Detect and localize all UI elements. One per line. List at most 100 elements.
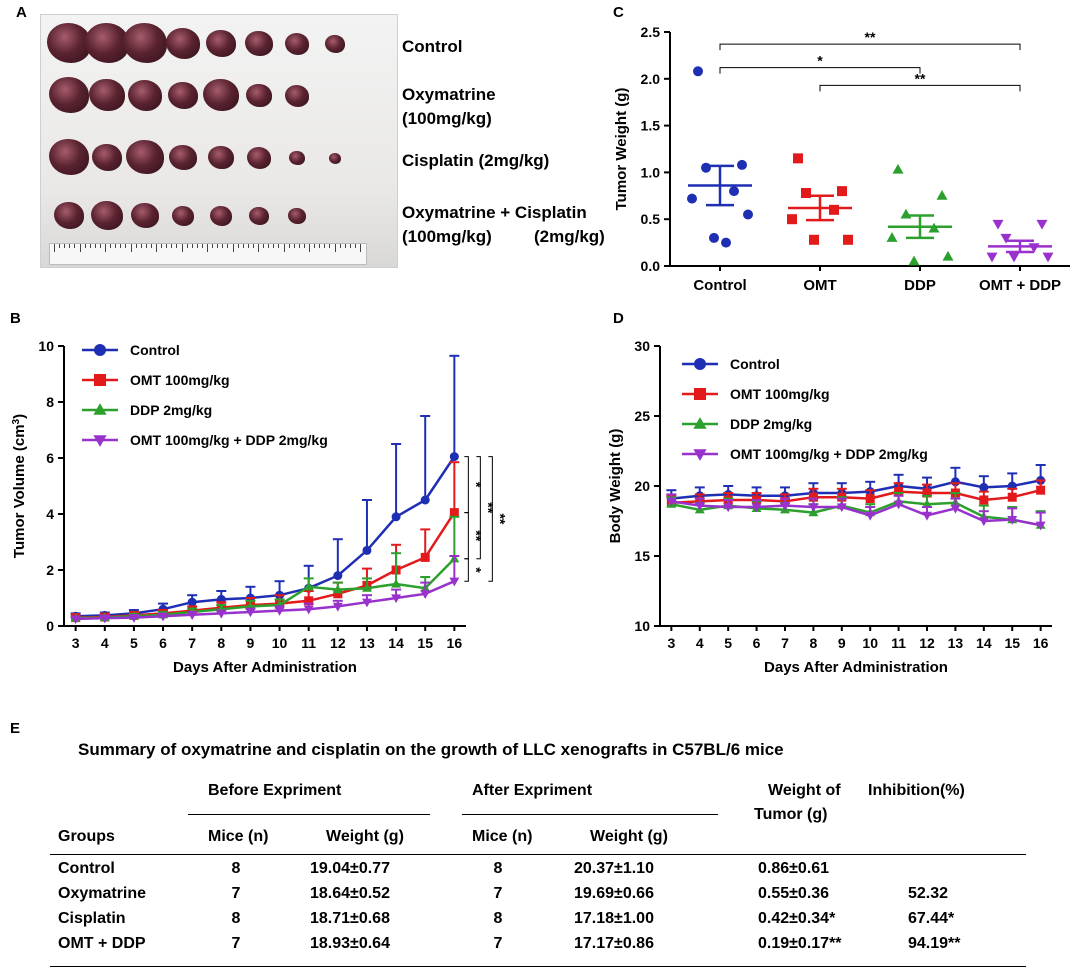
x-tick-label: 12: [330, 635, 346, 651]
ruler-tick: [339, 244, 341, 248]
series-line: [75, 455, 456, 618]
significance-marker: **: [865, 29, 876, 45]
legend-label: OMT 100mg/kg + DDP 2mg/kg: [730, 446, 928, 462]
data-point: [449, 577, 460, 587]
data-point: [1007, 492, 1017, 502]
y-tick-label: 10: [38, 338, 54, 354]
tumor-specimen: [168, 82, 198, 109]
data-point: [723, 503, 734, 513]
ruler-tick: [212, 244, 214, 248]
ruler-tick: [89, 244, 91, 248]
tumor-specimen: [49, 77, 89, 113]
data-point: [729, 186, 739, 197]
ruler-tick: [115, 244, 117, 248]
data-point: [892, 163, 904, 174]
data-point: [737, 159, 747, 170]
y-tick-label: 20: [634, 478, 650, 494]
tumor-specimen: [249, 207, 269, 225]
x-tick-label: 12: [919, 635, 935, 651]
ruler-tick: [309, 244, 310, 252]
panel-label-d: D: [613, 310, 624, 327]
tumor-specimen: [203, 79, 239, 112]
ruler-tick: [288, 244, 290, 248]
data-point: [332, 602, 343, 612]
ruler-tick: [298, 244, 300, 248]
x-tick-label: 6: [159, 635, 167, 651]
ruler-tick: [252, 244, 254, 248]
legend-label: Control: [130, 342, 180, 358]
data-point: [187, 597, 197, 607]
data-point: [893, 500, 904, 510]
x-tick-label: OMT: [803, 277, 836, 294]
ruler-tick: [176, 244, 178, 248]
ruler-tick: [268, 244, 270, 248]
data-point: [922, 488, 932, 498]
tumor-specimen: [92, 144, 122, 171]
data-point: [304, 596, 314, 606]
rule-bottom: [50, 966, 1026, 967]
tumor-weight-chart: 0.0 0.5 1.0 1.5 2.0 2.5 Control OMT DDP OMT + DDP…: [613, 24, 1070, 294]
ruler-tick: [69, 244, 71, 248]
tumor-specimen: [85, 23, 129, 63]
data-point: [743, 209, 753, 220]
ruler-tick: [319, 244, 321, 248]
rule-header: [50, 854, 1026, 855]
y-tick-label: 10: [634, 618, 650, 634]
y-axis-title: Tumor Weight (g): [613, 88, 630, 211]
tumor-specimen: [89, 79, 125, 112]
significance-bracket: [464, 512, 469, 560]
data-point: [986, 252, 998, 263]
x-tick-label: 8: [809, 635, 817, 651]
x-tick-label: 14: [976, 635, 992, 651]
data-point: [1036, 485, 1046, 495]
data-point: [1000, 233, 1012, 244]
data-point: [420, 552, 430, 562]
tumor-specimen: [49, 139, 89, 175]
legend-marker: [694, 388, 706, 400]
ruler-tick: [191, 244, 193, 248]
table-cell: 52.32: [908, 885, 949, 902]
ruler-tick: [79, 244, 81, 252]
ruler-tick: [99, 244, 101, 248]
data-point: [979, 482, 989, 492]
data-point: [420, 495, 430, 505]
data-point: [942, 250, 954, 261]
ruler-tick: [207, 244, 208, 252]
x-tick-label: 5: [724, 635, 732, 651]
data-point: [693, 66, 703, 77]
ruler-tick: [181, 244, 183, 252]
x-tick-label: 15: [1004, 635, 1020, 651]
table-cell: 18.71±0.68: [310, 910, 390, 927]
group-name-cell: Oxymatrine: [58, 885, 147, 902]
data-point: [694, 502, 705, 511]
ruler-tick: [130, 244, 132, 252]
data-point: [701, 162, 711, 173]
data-point: [216, 609, 227, 619]
table-cell: 8: [231, 910, 241, 927]
data-point: [1028, 243, 1040, 254]
y-tick-label: 25: [634, 408, 650, 424]
y-tick-label: 2: [46, 562, 54, 578]
table-cell: 8: [493, 910, 503, 927]
tumor-specimen: [169, 145, 197, 171]
ruler-tick: [166, 244, 168, 248]
significance-bracket: [719, 67, 921, 74]
panel-label-c: C: [613, 4, 624, 21]
data-point: [780, 502, 790, 511]
data-point: [303, 605, 314, 615]
data-point: [837, 186, 847, 197]
series-omt-100mg-kg-ddp-2mg-kg: [70, 555, 460, 625]
x-tick-label: 16: [447, 635, 463, 651]
header-after: After Expriment: [472, 782, 593, 799]
photo-label-combo-dose1: (100mg/kg): [402, 227, 492, 246]
col-mice-after: Mice (n): [472, 828, 533, 845]
data-point: [801, 187, 811, 198]
tumor-specimen: [172, 206, 194, 226]
data-point: [922, 511, 932, 521]
significance-marker: *: [817, 53, 823, 69]
ruler-tick: [145, 244, 147, 248]
legend-label: OMT 100mg/kg: [730, 386, 830, 402]
significance-bracket: [476, 456, 481, 560]
rule-after: [462, 814, 718, 815]
x-tick-label: 11: [891, 635, 906, 651]
